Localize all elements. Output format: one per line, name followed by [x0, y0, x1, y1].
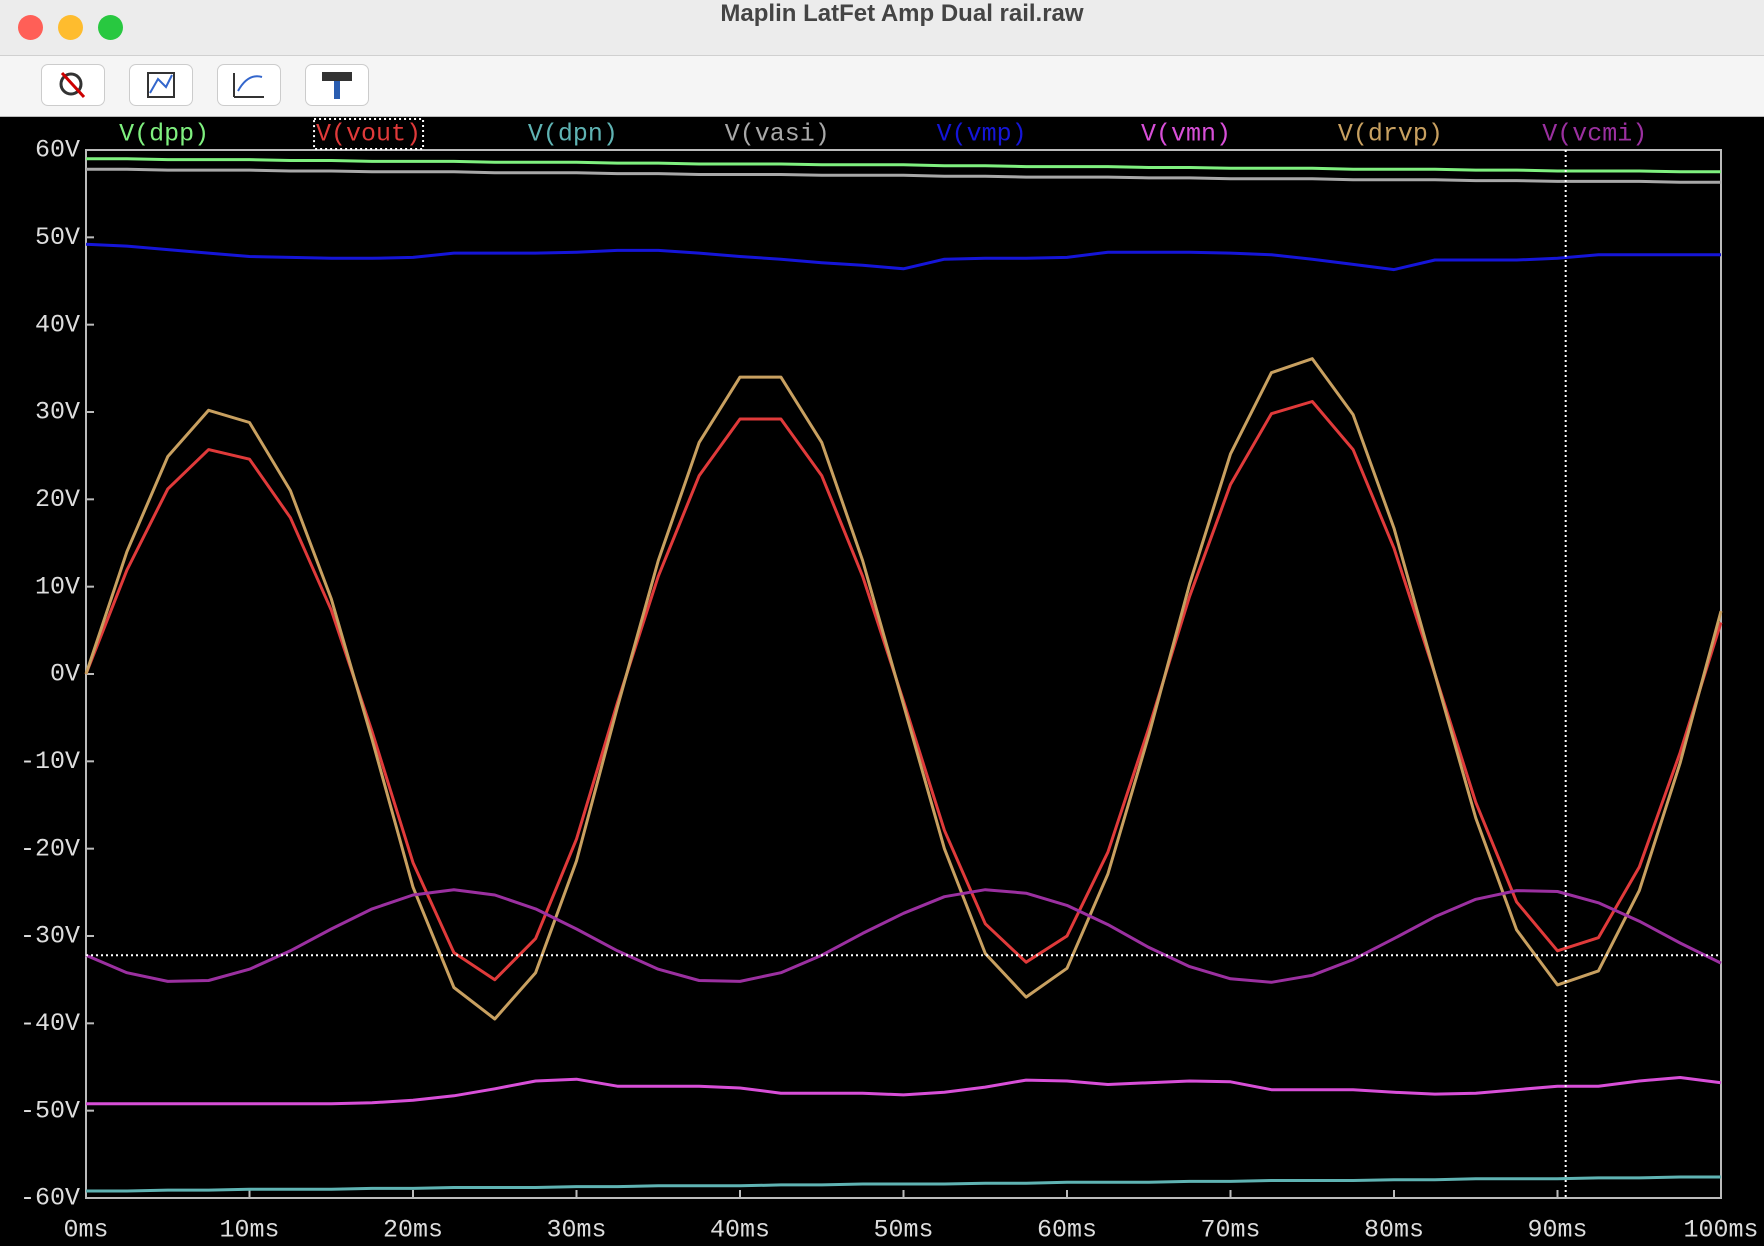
zoom-button[interactable]: [98, 15, 123, 40]
x-tick-label: 10ms: [219, 1216, 279, 1245]
x-tick-label: 100ms: [1683, 1216, 1758, 1245]
icon: [147, 72, 175, 98]
toolbar-button[interactable]: [41, 64, 105, 106]
y-tick-label: 60V: [35, 136, 80, 165]
y-tick-label: -40V: [20, 1009, 80, 1038]
y-tick-label: 30V: [35, 398, 80, 427]
x-tick-label: 40ms: [710, 1216, 770, 1245]
legend-entry[interactable]: V(dpp): [119, 120, 209, 149]
minimize-button[interactable]: [58, 15, 83, 40]
plot-frame: [85, 149, 1722, 1199]
y-tick-label: 0V: [50, 660, 80, 689]
toolbar-button[interactable]: [129, 64, 193, 106]
y-tick-label: -20V: [20, 834, 80, 863]
waveform-plot: 60V 50V 40V 30V 20V 10V 0V -10V -20V -30V -40V -50V…: [20, 118, 1759, 1245]
x-tick-label: 50ms: [873, 1216, 933, 1245]
legend-entry[interactable]: V(vmn): [1141, 120, 1231, 149]
icon: [59, 71, 86, 99]
legend-entry[interactable]: V(vout): [316, 120, 421, 149]
x-tick-label: 60ms: [1037, 1216, 1097, 1245]
x-tick-label: 70ms: [1200, 1216, 1260, 1245]
toolbar-button[interactable]: [305, 64, 369, 106]
x-tick-label: 0ms: [63, 1216, 108, 1245]
y-tick-label: -10V: [20, 747, 80, 776]
y-tick-label: -30V: [20, 922, 80, 951]
y-tick-label: 20V: [35, 485, 80, 514]
x-tick-label: 20ms: [383, 1216, 443, 1245]
icon: [233, 73, 264, 98]
legend-entry[interactable]: V(vmp): [937, 120, 1027, 149]
trace: [85, 242, 1721, 272]
trace: [86, 167, 1721, 184]
x-tick-label: 80ms: [1364, 1216, 1424, 1245]
x-tick-label: 90ms: [1527, 1216, 1587, 1245]
x-tick-label: 30ms: [546, 1216, 606, 1245]
trace: [86, 1175, 1721, 1193]
trace: [86, 157, 1721, 174]
y-tick-label: 50V: [35, 223, 80, 252]
window-title: Maplin LatFet Amp Dual rail.raw: [720, 0, 1084, 27]
legend-entry[interactable]: V(dpn): [528, 120, 618, 149]
y-tick-label: 10V: [35, 572, 80, 601]
legend-entry[interactable]: V(vcmi): [1542, 120, 1647, 149]
trace: [86, 1076, 1722, 1106]
y-tick-label: 40V: [35, 310, 80, 339]
trace: [85, 888, 1722, 984]
trace: [84, 357, 1723, 1021]
icon: [322, 72, 352, 99]
y-tick-label: -60V: [20, 1184, 80, 1213]
close-button[interactable]: [18, 15, 43, 40]
title-bar: Maplin LatFet Amp Dual rail.raw: [0, 0, 1764, 56]
y-tick-label: -50V: [20, 1096, 80, 1125]
legend-entry[interactable]: V(vasi): [725, 120, 830, 149]
legend-entry[interactable]: V(drvp): [1338, 120, 1443, 149]
trace: [84, 400, 1723, 982]
toolbar-button[interactable]: [217, 64, 281, 106]
toolbar: [0, 56, 1764, 117]
